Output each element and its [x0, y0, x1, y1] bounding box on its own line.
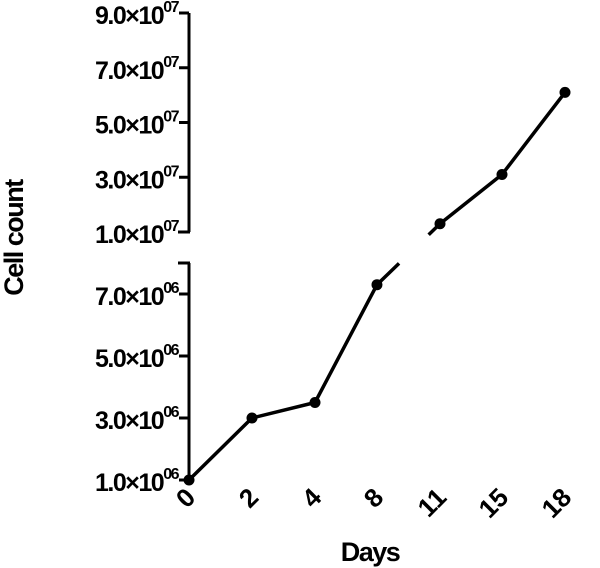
x-axis-title: Days: [341, 537, 400, 567]
tick-exponent: 07: [163, 109, 179, 126]
tick-mantissa: 3.0: [95, 166, 126, 194]
tick-base: ×10: [125, 407, 164, 435]
tick-mantissa: 9.0: [95, 2, 126, 30]
series-line-segment: [427, 91, 567, 237]
y-upper-tick-label: 5.0×1007: [95, 109, 180, 140]
tick-base: ×10: [125, 469, 164, 497]
tick-base: ×10: [125, 166, 164, 194]
x-tick-label: 15: [473, 482, 515, 524]
tick-exponent: 07: [163, 54, 179, 71]
data-point: [309, 397, 321, 408]
tick-mantissa: 1.0: [95, 221, 126, 249]
x-tick-label: 2: [233, 482, 264, 513]
tick-mantissa: 5.0: [95, 112, 126, 140]
data-point: [559, 86, 571, 98]
y-lower-tick-label: 5.0×1006: [95, 342, 180, 373]
tick-exponent: 06: [163, 404, 179, 421]
series: [183, 86, 571, 486]
tick-exponent: 06: [163, 342, 179, 359]
data-point: [434, 218, 446, 230]
tick-base: ×10: [125, 112, 164, 140]
y-upper-tick-label: 1.0×1007: [95, 218, 180, 249]
tick-exponent: 07: [163, 163, 179, 180]
x-tick-label: 4: [296, 482, 328, 514]
tick-mantissa: 5.0: [95, 345, 126, 373]
y-upper-tick-label: 3.0×1007: [95, 163, 180, 194]
tick-base: ×10: [125, 345, 164, 373]
tick-mantissa: 1.0: [95, 469, 126, 497]
y-lower-tick-label: 1.0×1006: [95, 466, 180, 497]
tick-mantissa: 3.0: [95, 407, 126, 435]
ticks: 1.0×10063.0×10065.0×10067.0×10061.0×1007…: [95, 0, 577, 524]
x-tick-label: 18: [536, 482, 578, 524]
tick-base: ×10: [125, 57, 164, 85]
series-line-segment: [187, 262, 401, 482]
tick-base: ×10: [125, 283, 164, 311]
y-upper-tick-label: 7.0×1007: [95, 54, 180, 85]
data-point: [183, 474, 195, 486]
tick-exponent: 06: [163, 280, 179, 297]
y-axis-title: Cell count: [0, 179, 29, 296]
data-point: [496, 169, 508, 181]
tick-base: ×10: [125, 221, 164, 249]
x-tick-label: 8: [358, 482, 389, 513]
x-tick-label: 11: [412, 482, 453, 523]
data-point: [371, 279, 383, 291]
tick-base: ×10: [125, 2, 164, 30]
tick-mantissa: 7.0: [95, 57, 126, 85]
tick-exponent: 07: [163, 218, 179, 235]
tick-exponent: 07: [163, 0, 179, 16]
data-point: [246, 412, 258, 424]
axes: [178, 13, 191, 480]
y-lower-tick-label: 3.0×1006: [95, 404, 180, 435]
x-tick-label: 0: [170, 482, 201, 513]
tick-mantissa: 7.0: [95, 283, 126, 311]
y-upper-tick-label: 9.0×1007: [95, 0, 180, 30]
y-lower-tick-label: 7.0×1006: [95, 280, 180, 311]
tick-exponent: 06: [163, 466, 179, 483]
